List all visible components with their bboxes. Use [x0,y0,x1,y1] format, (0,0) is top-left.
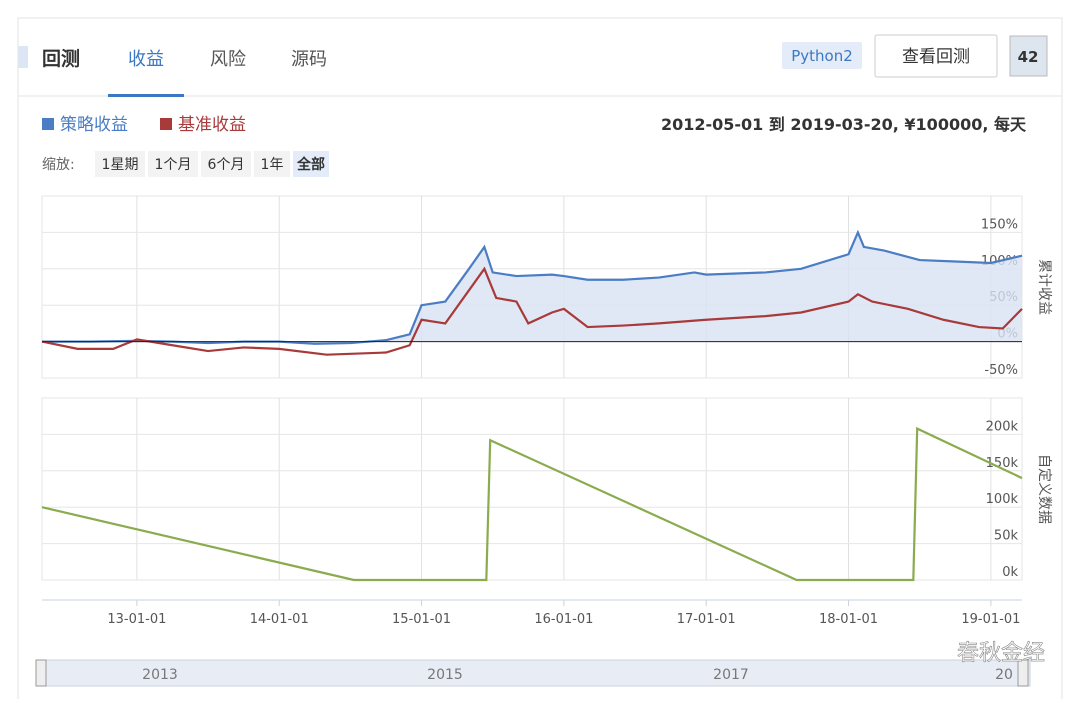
tab-active[interactable]: 收益 [128,49,164,70]
zoom-button[interactable] [95,151,145,177]
tab-underline [108,94,184,97]
tab[interactable]: 源码 [291,49,327,70]
zoom-option[interactable]: 6个月 [208,157,245,173]
series-line [41,266,1023,356]
y-tick-label: -50% [984,363,1018,378]
legend-label: 基准收益 [178,115,246,135]
y-tick-label: 200k [986,419,1019,434]
y-axis-title: 累计收益 [1036,259,1052,315]
navigator-label: 20 [995,667,1013,683]
x-tick-label: 13-01-01 [107,612,166,627]
language-badge [782,42,862,69]
navigator-label: 2015 [427,667,463,683]
count-box [1009,35,1048,77]
x-tick-label: 19-01-01 [961,612,1020,627]
navigator-handle[interactable] [35,659,47,687]
count: 42 [1018,48,1039,66]
zoom-option[interactable]: 1星期 [102,157,139,173]
navigator[interactable] [41,659,1031,687]
tab[interactable]: 回测 [42,48,80,70]
legend-label: 策略收益 [60,115,128,135]
y-tick-label: 50k [994,529,1019,544]
x-tick-label: 16-01-01 [534,612,593,627]
series-line [41,426,1023,582]
navigator-handle[interactable] [1017,659,1029,687]
y-tick-label: 150k [986,456,1019,471]
language: Python2 [791,47,853,65]
navigator-label: 2017 [713,667,749,683]
x-tick-label: 17-01-01 [677,612,736,627]
zoom-button[interactable] [293,151,329,177]
info: 2012-05-01 到 2019-03-20, ¥100000, 每天 [661,115,1027,134]
zoom-option[interactable]: 全部 [296,156,325,173]
legend-swatch [42,118,54,130]
navigator-label: 2013 [142,667,178,683]
button[interactable] [874,34,998,78]
y-axis-title: 自定义数据 [1036,454,1052,524]
zoom-button[interactable] [148,151,198,177]
x-tick-label: 15-01-01 [392,612,451,627]
watermark: 春秋金经 [957,641,1045,666]
zoom-option[interactable]: 1年 [261,157,284,173]
navigator-labels: 2013 2015 2017 20 [142,667,1013,683]
y-tick-label: 0k [1002,565,1018,580]
x-tick-label: 14-01-01 [250,612,309,627]
tab[interactable]: 风险 [210,49,246,70]
zoom-option[interactable]: 1个月 [155,157,192,173]
y-tick-label: 100k [986,492,1019,507]
y-tick-label: 150% [981,217,1018,232]
zoom-button[interactable] [201,151,251,177]
button-label[interactable]: 查看回测 [902,47,970,67]
zoom-button[interactable] [254,151,290,177]
legend-swatch [160,118,172,130]
side-tab [18,46,28,68]
zoom-label: 缩放: [42,157,75,173]
panel [17,17,1063,703]
x-tick-label: 18-01-01 [819,612,878,627]
